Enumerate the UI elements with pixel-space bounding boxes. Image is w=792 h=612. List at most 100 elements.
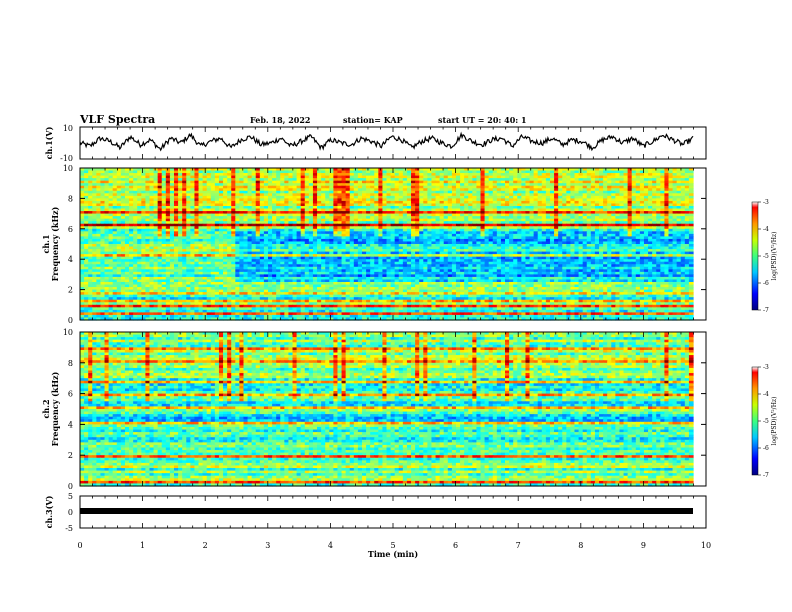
spectrogram-cell (382, 180, 388, 184)
spectrogram-cell (255, 183, 261, 187)
spectrogram-cell (157, 203, 163, 207)
spectrogram-cell (607, 203, 612, 207)
spectrogram-cell (492, 198, 498, 202)
spectrogram-cell (541, 183, 547, 187)
spectrogram-cell (247, 180, 253, 184)
spectrogram-cell (623, 193, 629, 197)
spectrogram-cell (394, 193, 400, 197)
spectrogram-cell (133, 173, 138, 177)
spectrogram-cell (496, 198, 502, 202)
spectrogram-cell (198, 170, 204, 174)
spectrogram-cell (394, 178, 400, 182)
spectrogram-cell (668, 170, 674, 174)
spectrogram-cell (643, 183, 649, 187)
spectrogram-cell (639, 190, 645, 194)
spectrogram-cell (133, 211, 138, 215)
spectrogram-cell (325, 195, 330, 199)
spectrogram-cell (218, 203, 224, 207)
spectrogram-cell (415, 175, 420, 179)
spectrogram-cell (423, 180, 428, 184)
spectrogram-cell (599, 188, 604, 192)
spectrogram-cell (435, 185, 441, 189)
spectrogram-cell (676, 193, 682, 197)
spectrogram-cell (321, 211, 326, 215)
spectrogram-cell (190, 183, 196, 187)
spectrogram-cell (648, 200, 653, 205)
spectrogram-cell (239, 188, 245, 192)
spectrogram-cell (431, 168, 437, 172)
spectrogram-cell (345, 208, 351, 212)
spectrogram-cell (513, 195, 518, 199)
spectrogram-cell (345, 188, 351, 192)
spectrogram-cell (312, 203, 318, 207)
spectrogram-cell (431, 190, 437, 194)
spectrogram-cell (218, 188, 224, 192)
spectrogram-cell (333, 183, 339, 187)
spectrogram-cell (157, 168, 163, 172)
spectrogram-cell (382, 211, 388, 215)
spectrogram-cell (325, 185, 330, 189)
spectrogram-cell (398, 200, 404, 205)
spectrogram-cell (643, 170, 649, 174)
spectrogram-cell (227, 193, 232, 197)
spectrogram-cell (676, 178, 682, 182)
spectrogram-cell (684, 211, 690, 215)
spectrogram-cell (361, 175, 367, 179)
spectrogram-cell (296, 195, 302, 199)
spectrogram-cell (161, 188, 167, 192)
spectrogram-cell (100, 195, 106, 199)
spectrogram-cell (509, 170, 514, 174)
spectrogram-cell (165, 168, 171, 172)
spectrogram-cell (141, 185, 146, 189)
spectrogram-cell (361, 168, 367, 172)
spectrogram-cell (619, 170, 625, 174)
spectrogram-cell (198, 190, 204, 194)
spectrogram-cell (672, 203, 678, 207)
spectrogram-cell (141, 193, 146, 197)
spectrogram-cell (321, 188, 326, 192)
spectrogram-cell (451, 200, 457, 205)
spectrogram-cell (611, 195, 616, 199)
spectrogram-cell (206, 208, 212, 212)
spectrogram-cell (120, 208, 126, 212)
spectrogram-cell (668, 203, 674, 207)
spectrogram-cell (194, 193, 200, 197)
spectrogram-cell (623, 180, 629, 184)
spectrogram-cell (468, 203, 473, 207)
spectrogram-cell (247, 178, 253, 182)
spectrogram-cell (460, 188, 465, 192)
spectrogram-cell (329, 178, 334, 182)
spectrogram-cell (554, 170, 559, 174)
spectrogram-cell (603, 195, 608, 199)
spectrogram-cell (648, 178, 653, 182)
spectrogram-cell (594, 211, 600, 215)
spectrogram-cell (607, 190, 612, 194)
spectrogram-cell (227, 188, 232, 192)
spectrogram-cell (304, 170, 310, 174)
spectrogram-cell (276, 206, 281, 210)
spectrogram-cell (317, 188, 322, 192)
spectrogram-cell (312, 173, 318, 177)
spectrogram-cell (468, 170, 473, 174)
spectrogram-cell (500, 173, 506, 177)
spectrogram-cell (472, 188, 478, 192)
spectrogram-cell (566, 183, 571, 187)
spectrogram-cell (312, 195, 318, 199)
spectrogram-cell (165, 208, 171, 212)
spectrogram-cell (141, 206, 146, 210)
spectrogram-cell (480, 193, 486, 197)
spectrogram-cell (255, 208, 261, 212)
spectrogram-cell (537, 188, 543, 192)
spectrogram-cell (345, 200, 351, 205)
spectrogram-cell (390, 211, 396, 215)
spectrogram-cell (545, 198, 551, 202)
spectrogram-cell (263, 185, 269, 189)
spectrogram-cell (124, 180, 130, 184)
spectrogram-cell (169, 175, 175, 179)
spectrogram-cell (672, 198, 678, 202)
spectrogram-cell (648, 188, 653, 192)
spectrogram-cell (464, 198, 469, 202)
spectrogram-cell (545, 173, 551, 177)
spectrogram-cell (247, 211, 253, 215)
spectrogram-cell (374, 190, 379, 194)
